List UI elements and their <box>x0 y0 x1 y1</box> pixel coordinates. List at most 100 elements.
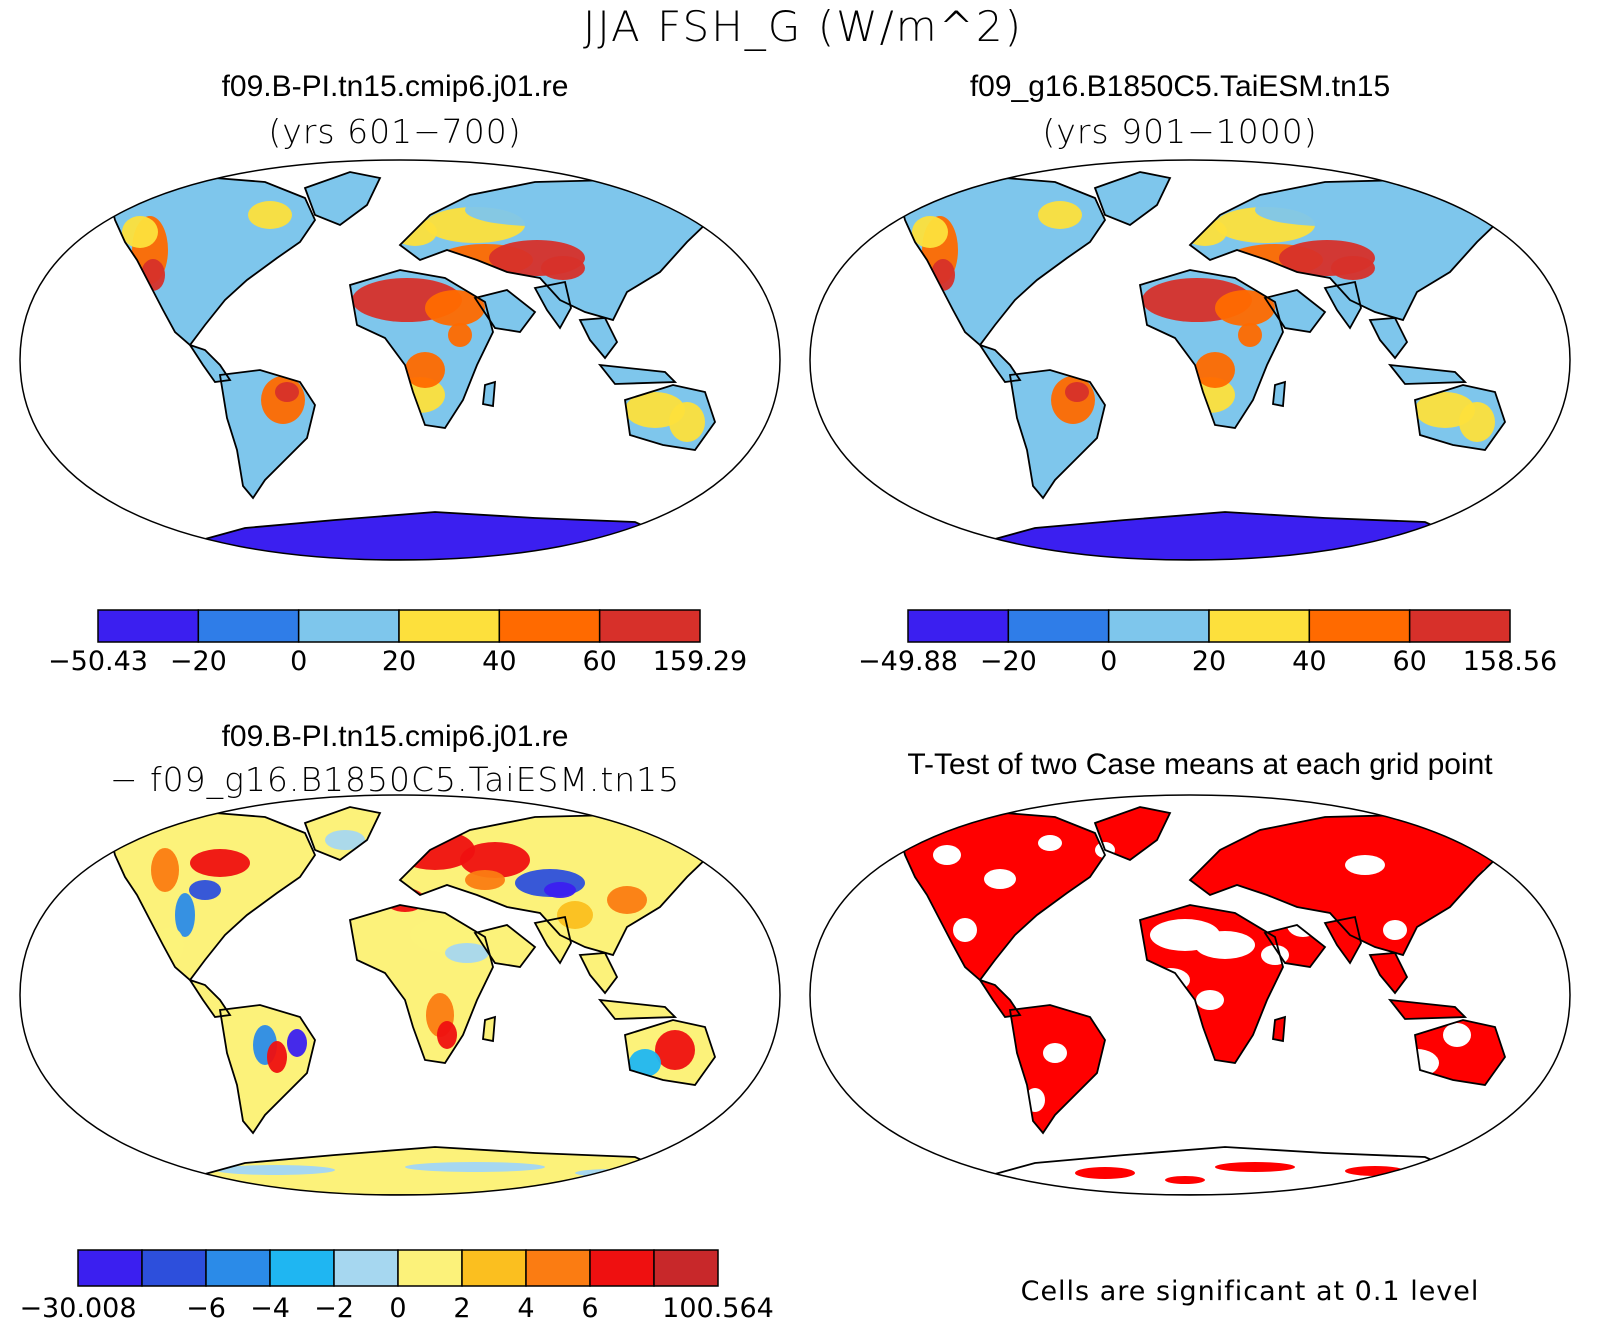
coastline-madagascar <box>1272 1015 1287 1043</box>
nonsignificant-region-5 <box>1195 931 1255 959</box>
field-blob-22 <box>325 830 365 850</box>
colorbar-label-3: −2 <box>314 1293 354 1324</box>
coastline-southeast-asia <box>1368 952 1409 995</box>
colorbar-panel-3: −30.008 −6 −4 −2 0 2 4 6 100.564 <box>19 1249 774 1324</box>
field-blob-3 <box>175 893 195 937</box>
field-blob-14 <box>287 1029 307 1057</box>
colorbar-swatch-5 <box>1408 609 1511 643</box>
field-blob-21 <box>1375 257 1435 293</box>
coastline-central-america <box>187 978 232 1018</box>
coastline-southeast-asia <box>578 317 619 360</box>
colorbar-swatch-0 <box>77 1249 143 1287</box>
coastline-central-america <box>187 343 232 383</box>
map-panel-2 <box>809 159 1571 561</box>
field-blob-12 <box>425 290 485 326</box>
antarctica-significant-0 <box>1075 1167 1135 1179</box>
colorbar-swatch-8 <box>589 1249 655 1287</box>
coastline-greenland <box>303 171 382 227</box>
field-blob-9 <box>544 882 576 898</box>
land-indonesia <box>600 1000 675 1019</box>
nonsignificant-region-2 <box>1038 835 1062 851</box>
land-central-america <box>980 980 1020 1017</box>
land-indonesia <box>1390 365 1465 384</box>
coastline-eurasia <box>398 179 717 322</box>
colorbar-swatch-4 <box>1308 609 1411 643</box>
coastline-south-america <box>1008 1004 1106 1135</box>
land-eurasia <box>1190 815 1505 955</box>
field-blob-20 <box>557 901 593 929</box>
colorbar-label-8: 100.564 <box>662 1293 774 1324</box>
panel-2-title: f09_g16.B1850C5.TaiESM.tn15 <box>969 70 1391 103</box>
field-blob-13 <box>267 1041 287 1073</box>
coastline-india <box>1323 280 1362 330</box>
panel-4-title: T-Test of two Case means at each grid po… <box>907 748 1493 781</box>
land-southeast-asia <box>580 953 617 993</box>
land-central-america <box>190 980 230 1017</box>
field-blob-6 <box>465 194 605 226</box>
map-panel-3-difference <box>19 794 781 1196</box>
coastline-australia <box>624 384 716 451</box>
coastline-southeast-asia <box>578 952 619 995</box>
figure-title: JJA FSH_G (W/m^2) <box>583 2 1023 51</box>
colorbar-swatch-3 <box>269 1249 335 1287</box>
coastline-south-america <box>218 1004 316 1135</box>
colorbar-label-4: 0 <box>389 1293 406 1324</box>
field-blob-11 <box>445 943 489 963</box>
coastline-india <box>1323 915 1362 965</box>
colorbar-label-3: 20 <box>1192 646 1226 677</box>
coastline-india <box>533 280 572 330</box>
coastline-arabia <box>473 289 537 333</box>
field-blob-19 <box>669 402 705 442</box>
field-blob-12 <box>1215 290 1275 326</box>
colorbar-swatch-4 <box>498 609 601 643</box>
field-blob-21 <box>607 886 647 914</box>
field-blob-13 <box>448 323 472 347</box>
coastline-central-america <box>977 343 1022 383</box>
coastline-eurasia <box>1188 179 1507 322</box>
coastline-eurasia <box>1188 814 1507 957</box>
colorbar-label-4: 40 <box>1292 646 1326 677</box>
colorbar-swatch-2 <box>1107 609 1210 643</box>
colorbar-label-6: 4 <box>517 1293 534 1324</box>
antarctica-blob-0 <box>215 1165 335 1175</box>
colorbar-swatch-2 <box>297 609 400 643</box>
land-southeast-asia <box>580 318 617 358</box>
coastline-australia <box>1414 384 1506 451</box>
coastline-australia <box>1414 1019 1506 1086</box>
coastline-south-america <box>1008 369 1106 500</box>
coastline-arabia <box>473 924 537 968</box>
map-border <box>809 794 1571 1196</box>
coastline-africa <box>1138 269 1284 429</box>
colorbar-swatch-2 <box>205 1249 271 1287</box>
colorbar-swatch-1 <box>1007 609 1110 643</box>
field-blob-3 <box>1038 201 1082 229</box>
field-blob-19 <box>1459 402 1495 442</box>
field-blob-7 <box>585 202 665 238</box>
field-blob-18 <box>629 1049 661 1077</box>
colorbar-label-1: −20 <box>980 646 1037 677</box>
coastline-indonesia <box>597 363 678 385</box>
colorbar-label-5: 60 <box>1392 646 1426 677</box>
colorbar-label-2: 0 <box>290 646 307 677</box>
panel-2-subtitle: (yrs 901−1000) <box>1042 112 1318 151</box>
nonsignificant-region-9 <box>1443 1023 1471 1047</box>
antarctica-blob-1 <box>405 1162 545 1172</box>
land-southeast-asia <box>1370 318 1407 358</box>
coastline-north-america <box>108 177 317 347</box>
land-india <box>535 282 571 328</box>
field-blob-17 <box>1195 352 1235 388</box>
panel-1-title: f09.B-PI.tn15.cmip6.j01.re <box>221 70 569 103</box>
nonsignificant-region-12 <box>1043 1043 1067 1063</box>
coastline-greenland <box>303 806 382 862</box>
antarctica-significant-1 <box>1215 1162 1295 1172</box>
land-central-america <box>190 345 230 382</box>
coastline-north-america <box>898 177 1107 347</box>
coastline-north-america <box>898 812 1107 982</box>
land-central-america <box>980 345 1020 382</box>
land-indonesia <box>600 365 675 384</box>
field-blob-7 <box>1375 202 1455 238</box>
coastline-africa <box>1138 904 1284 1064</box>
field-blob-2 <box>189 880 221 900</box>
field-blob-15 <box>275 382 299 402</box>
colorbar-label-6: 159.29 <box>653 646 747 677</box>
